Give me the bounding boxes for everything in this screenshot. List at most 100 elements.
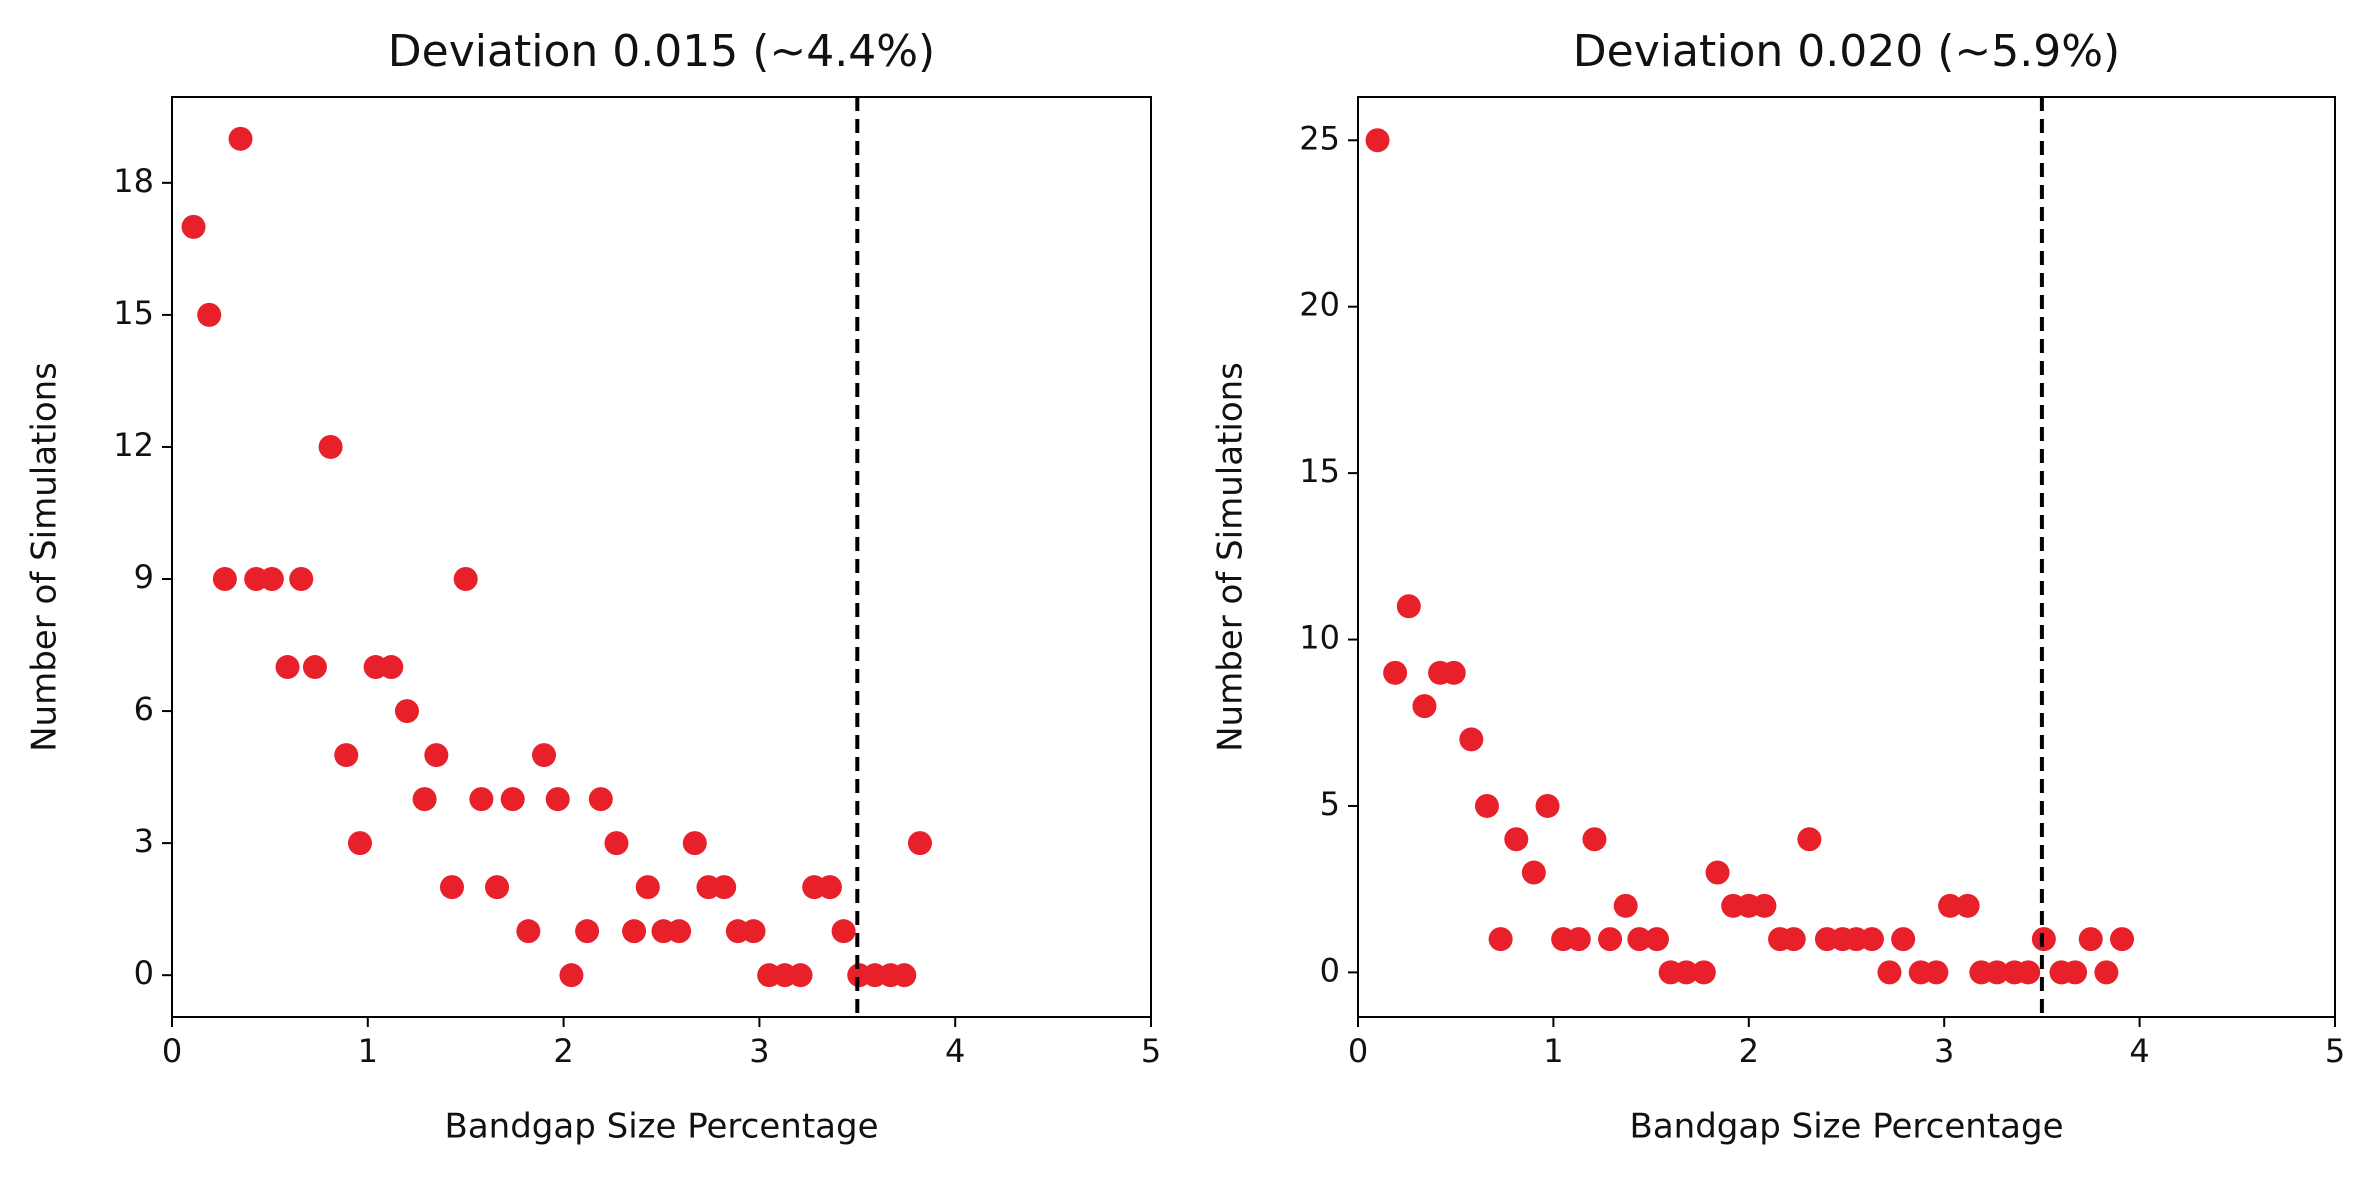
data-point xyxy=(1797,827,1822,852)
data-point xyxy=(289,567,314,592)
data-point xyxy=(1613,893,1638,918)
data-point xyxy=(682,831,707,856)
data-point xyxy=(1459,727,1484,752)
x-tick-label: 2 xyxy=(553,1032,573,1070)
data-point xyxy=(1598,927,1623,952)
data-point xyxy=(532,743,557,768)
data-point xyxy=(1582,827,1607,852)
y-tick-label: 5 xyxy=(1320,785,1340,823)
plot-frame xyxy=(171,96,1152,1018)
x-tick-label: 5 xyxy=(1141,1032,1161,1070)
x-tick-label: 1 xyxy=(358,1032,378,1070)
data-point xyxy=(1859,927,1884,952)
y-tick-label: 10 xyxy=(1299,619,1340,657)
data-point xyxy=(469,787,494,812)
data-point xyxy=(788,963,813,988)
x-tick-label: 3 xyxy=(749,1032,769,1070)
y-tick-label: 12 xyxy=(113,426,154,464)
data-point xyxy=(2078,927,2103,952)
data-point xyxy=(1891,927,1916,952)
data-point xyxy=(1535,793,1560,818)
data-point xyxy=(1396,594,1421,619)
data-point xyxy=(197,302,222,327)
y-tick-label: 6 xyxy=(134,690,154,728)
data-point xyxy=(1521,860,1546,885)
data-point xyxy=(302,655,327,680)
x-tick-label: 0 xyxy=(162,1032,182,1070)
plot-frame xyxy=(1357,96,2336,1018)
data-point xyxy=(1955,893,1980,918)
data-point xyxy=(575,919,600,944)
data-point xyxy=(2110,927,2135,952)
y-tick-label: 15 xyxy=(113,294,154,332)
data-point xyxy=(907,831,932,856)
x-tick-label: 4 xyxy=(945,1032,965,1070)
y-tick-label: 20 xyxy=(1299,286,1340,324)
data-point xyxy=(559,963,584,988)
data-point xyxy=(412,787,437,812)
data-point xyxy=(1781,927,1806,952)
data-point xyxy=(1705,860,1730,885)
data-point xyxy=(1644,927,1669,952)
y-tick-label: 25 xyxy=(1299,119,1340,157)
data-point xyxy=(212,567,237,592)
data-point xyxy=(1412,694,1437,719)
data-point xyxy=(1691,960,1716,985)
data-point xyxy=(1566,927,1591,952)
data-point xyxy=(334,743,359,768)
data-point xyxy=(635,875,660,900)
data-point xyxy=(817,875,842,900)
data-point xyxy=(2063,960,2088,985)
data-point xyxy=(1674,960,1699,985)
y-axis-label: Number of Simulations xyxy=(25,362,65,752)
data-point xyxy=(424,743,449,768)
data-point xyxy=(892,963,917,988)
data-point xyxy=(741,919,766,944)
data-point xyxy=(2016,960,2041,985)
y-tick-label: 3 xyxy=(134,822,154,860)
y-tick-label: 0 xyxy=(134,954,154,992)
data-point xyxy=(604,831,629,856)
y-tick-label: 18 xyxy=(113,162,154,200)
data-point xyxy=(500,787,525,812)
data-point xyxy=(379,655,404,680)
data-point xyxy=(1627,927,1652,952)
data-point xyxy=(622,919,647,944)
x-tick-label: 2 xyxy=(1739,1032,1759,1070)
x-axis-label: Bandgap Size Percentage xyxy=(1630,1107,2064,1147)
data-point xyxy=(1877,960,1902,985)
x-axis-label: Bandgap Size Percentage xyxy=(445,1107,879,1147)
data-point xyxy=(275,655,300,680)
data-point xyxy=(1488,927,1513,952)
x-tick-label: 4 xyxy=(2129,1032,2149,1070)
data-point xyxy=(1752,893,1777,918)
data-point xyxy=(667,919,692,944)
data-point xyxy=(347,831,372,856)
data-point xyxy=(2094,960,2119,985)
y-tick-label: 15 xyxy=(1299,452,1340,490)
data-point xyxy=(318,434,343,459)
data-point xyxy=(1365,128,1390,153)
data-point xyxy=(831,919,856,944)
data-point xyxy=(1924,960,1949,985)
x-tick-label: 0 xyxy=(1348,1032,1368,1070)
x-tick-label: 3 xyxy=(1934,1032,1954,1070)
data-point xyxy=(1984,960,2009,985)
data-point xyxy=(1474,793,1499,818)
data-point xyxy=(453,567,478,592)
data-point xyxy=(228,126,253,151)
data-point xyxy=(1938,893,1963,918)
chart-title: Deviation 0.015 (~4.4%) xyxy=(388,26,935,77)
data-point xyxy=(485,875,510,900)
data-point xyxy=(394,699,419,724)
data-point xyxy=(545,787,570,812)
data-point xyxy=(439,875,464,900)
chart-title: Deviation 0.020 (~5.9%) xyxy=(1573,26,2120,77)
data-point xyxy=(588,787,613,812)
y-axis-label: Number of Simulations xyxy=(1211,362,1251,752)
y-tick-label: 9 xyxy=(134,558,154,596)
x-tick-label: 5 xyxy=(2325,1032,2345,1070)
data-point xyxy=(712,875,737,900)
data-point xyxy=(1504,827,1529,852)
